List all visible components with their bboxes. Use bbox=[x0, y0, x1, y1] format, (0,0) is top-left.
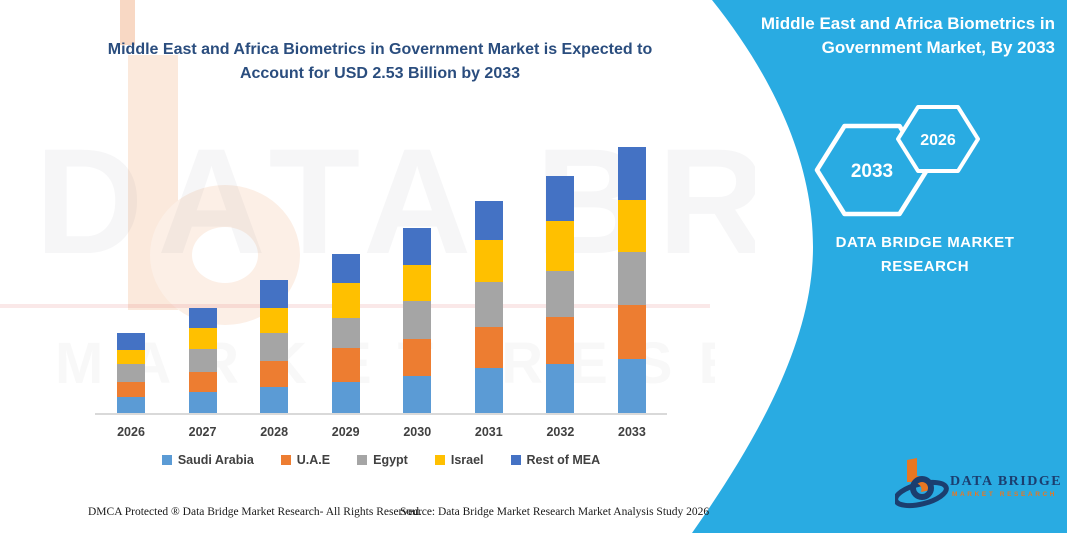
source-note: Source: Data Bridge Market Research Mark… bbox=[400, 506, 710, 518]
chart-title: Middle East and Africa Biometrics in Gov… bbox=[60, 38, 700, 86]
chart-legend: Saudi Arabia U.A.E Egypt Israel Rest of MEA bbox=[95, 453, 667, 467]
panel-brand-line1: DATA BRIDGE MARKET bbox=[835, 234, 1015, 251]
bar-segment-2031-rest-of-mea bbox=[474, 201, 503, 241]
stacked-bar-2033 bbox=[617, 147, 646, 414]
bar-segment-2030-israel bbox=[403, 265, 432, 302]
legend-label: Egypt bbox=[373, 453, 408, 467]
bar-segment-2029-u-a-e bbox=[331, 347, 360, 383]
bar-segment-2031-egypt bbox=[474, 282, 503, 327]
bar-segment-2027-rest-of-mea bbox=[188, 307, 217, 328]
legend-swatch-icon bbox=[161, 455, 172, 465]
legend-item-saudi-arabia: Saudi Arabia bbox=[161, 453, 254, 467]
bar-segment-2029-egypt bbox=[331, 318, 360, 348]
legend-label: Saudi Arabia bbox=[177, 453, 254, 467]
x-tick-label-2030: 2030 bbox=[403, 425, 432, 439]
stacked-bar-2031 bbox=[474, 201, 503, 414]
legend-swatch-icon bbox=[510, 455, 521, 465]
data-bridge-logo-icon bbox=[895, 458, 949, 509]
stacked-bar-2029 bbox=[331, 253, 360, 414]
x-tick-label-2033: 2033 bbox=[618, 425, 646, 439]
legend-label: Israel bbox=[450, 453, 484, 467]
bar-segment-2032-u-a-e bbox=[546, 316, 575, 365]
x-tick-label-2027: 2027 bbox=[188, 425, 217, 439]
bar-segment-2033-israel bbox=[617, 199, 646, 252]
bar-segment-2029-israel bbox=[331, 283, 360, 319]
legend-swatch-icon bbox=[280, 455, 291, 465]
x-axis-line bbox=[95, 413, 667, 415]
panel-brand-text: DATA BRIDGE MARKET RESEARCH bbox=[815, 231, 1035, 279]
bar-segment-2030-u-a-e bbox=[403, 339, 432, 376]
forecast-hexagons: 2033 2026 bbox=[814, 105, 980, 217]
x-tick-label-2028: 2028 bbox=[260, 425, 289, 439]
stacked-bar-2027 bbox=[188, 307, 217, 414]
legend-swatch-icon bbox=[357, 455, 368, 465]
dmca-notice: DMCA Protected ® Data Bridge Market Rese… bbox=[88, 506, 422, 518]
bar-segment-2032-israel bbox=[546, 220, 575, 271]
chart-title-line2: Account for USD 2.53 Billion by 2033 bbox=[239, 65, 521, 82]
bar-segment-2032-rest-of-mea bbox=[546, 175, 575, 221]
bar-segment-2033-egypt bbox=[617, 251, 646, 306]
panel-title-line2: Government Market, By 2033 bbox=[821, 38, 1055, 57]
bar-segment-2027-saudi-arabia bbox=[188, 391, 217, 414]
bar-segment-2026-saudi-arabia bbox=[117, 397, 145, 414]
bar-segment-2027-israel bbox=[188, 327, 217, 349]
bar-segment-2030-saudi-arabia bbox=[403, 376, 432, 414]
panel-title: Middle East and Africa Biometrics in Gov… bbox=[725, 12, 1055, 60]
legend-item-u-a-e: U.A.E bbox=[280, 453, 331, 467]
x-tick-label-2032: 2032 bbox=[546, 425, 575, 439]
bar-segment-2029-saudi-arabia bbox=[331, 382, 360, 414]
bar-segment-2033-saudi-arabia bbox=[617, 359, 646, 414]
bar-segment-2026-rest-of-mea bbox=[117, 332, 145, 350]
x-tick-label-2031: 2031 bbox=[474, 425, 503, 439]
bar-segment-2030-rest-of-mea bbox=[403, 228, 432, 266]
bar-segment-2028-israel bbox=[260, 307, 289, 333]
x-axis-tick-labels: 2026 2027 2028 2029 2030 2031 2032 2033 bbox=[106, 425, 657, 439]
hexagon-2026-icon bbox=[896, 105, 980, 173]
legend-label: U.A.E bbox=[296, 453, 331, 467]
stacked-bar-2030 bbox=[403, 228, 432, 414]
x-tick-label-2029: 2029 bbox=[331, 425, 360, 439]
bar-segment-2026-u-a-e bbox=[117, 382, 145, 398]
bar-segment-2033-u-a-e bbox=[617, 305, 646, 360]
legend-label: Rest of MEA bbox=[526, 453, 601, 467]
bar-segment-2028-egypt bbox=[260, 332, 289, 362]
stacked-bar-2028 bbox=[260, 280, 289, 414]
hexagon-front-label: 2026 bbox=[920, 132, 956, 149]
hexagon-back-label: 2033 bbox=[851, 161, 893, 182]
bar-segment-2027-u-a-e bbox=[188, 371, 217, 392]
bar-segment-2031-israel bbox=[474, 240, 503, 283]
legend-item-egypt: Egypt bbox=[357, 453, 408, 467]
legend-item-israel: Israel bbox=[434, 453, 484, 467]
stacked-bar-plot bbox=[117, 134, 646, 414]
bar-segment-2028-saudi-arabia bbox=[260, 386, 289, 414]
bar-segment-2031-saudi-arabia bbox=[474, 367, 503, 414]
bar-segment-2029-rest-of-mea bbox=[331, 253, 360, 284]
bar-segment-2026-israel bbox=[117, 349, 145, 365]
panel-brand-line2: RESEARCH bbox=[880, 258, 970, 275]
logo-name: DATA BRIDGE bbox=[950, 474, 1063, 489]
bar-segment-2031-u-a-e bbox=[474, 326, 503, 368]
bar-segment-2032-saudi-arabia bbox=[546, 364, 575, 414]
bar-segment-2027-egypt bbox=[188, 348, 217, 372]
bar-segment-2030-egypt bbox=[403, 301, 432, 340]
panel-title-line1: Middle East and Africa Biometrics in bbox=[760, 14, 1055, 33]
data-bridge-logo: DATA BRIDGE MARKET RESEARCH bbox=[895, 458, 1063, 514]
chart-title-line1: Middle East and Africa Biometrics in Gov… bbox=[107, 41, 653, 58]
legend-item-rest-of-mea: Rest of MEA bbox=[510, 453, 601, 467]
logo-subtitle: MARKET RESEARCH bbox=[952, 491, 1058, 498]
legend-swatch-icon bbox=[434, 455, 445, 465]
bar-segment-2033-rest-of-mea bbox=[617, 147, 646, 200]
bar-segment-2032-egypt bbox=[546, 270, 575, 317]
bar-segment-2028-u-a-e bbox=[260, 361, 289, 387]
stacked-bar-2026 bbox=[117, 332, 145, 414]
x-tick-label-2026: 2026 bbox=[117, 425, 145, 439]
bar-segment-2026-egypt bbox=[117, 364, 145, 383]
stacked-bar-2032 bbox=[546, 175, 575, 414]
bar-segment-2028-rest-of-mea bbox=[260, 280, 289, 308]
